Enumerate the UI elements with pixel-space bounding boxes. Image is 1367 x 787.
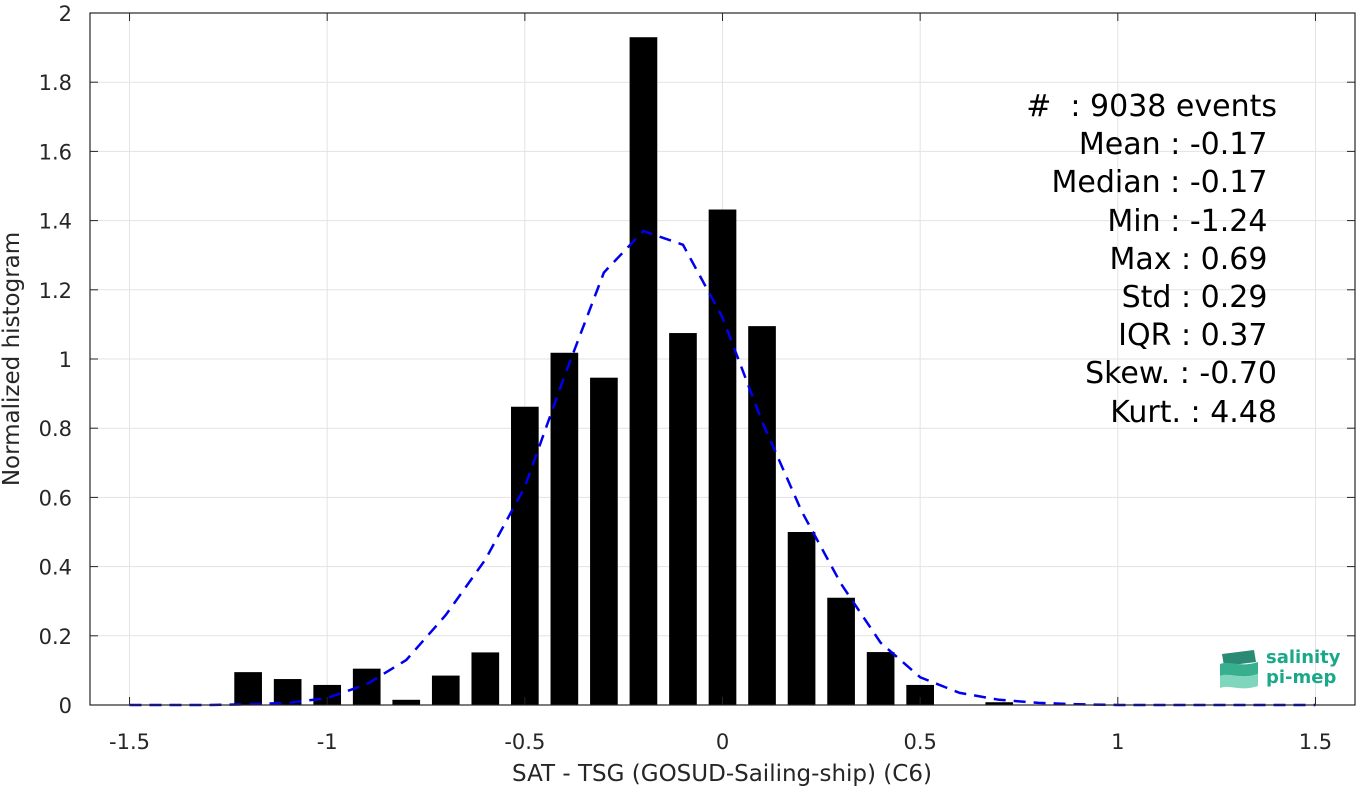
x-tick-label: 0 — [716, 730, 729, 754]
y-tick-label: 0.8 — [39, 417, 72, 441]
y-tick-label: 1.8 — [39, 71, 72, 95]
stat-median: Median : -0.17 — [1051, 165, 1277, 201]
y-tick-label: 1.2 — [39, 279, 72, 303]
stat-events: # : 9038 events — [1026, 89, 1277, 124]
stat-std: Std : 0.29 — [1121, 280, 1277, 316]
bars — [234, 37, 1014, 706]
x-tick-label: -1.5 — [109, 730, 150, 754]
stat-kurt: Kurt. : 4.48 — [1110, 394, 1277, 430]
axis-ticks: -1.5 -1 -0.5 0 0.5 1 1.5 0 0.2 0.4 0.6 0.8 1 1.2 1.4 1.… — [39, 2, 1355, 754]
y-tick-label: 1.4 — [39, 210, 72, 234]
stat-skew: Skew. : -0.70 — [1085, 356, 1277, 392]
stat-mean: Mean : -0.17 — [1078, 127, 1277, 163]
y-axis-label: Normalized histogram — [0, 232, 25, 486]
histogram-bar — [431, 675, 460, 705]
stat-max: Max : 0.69 — [1109, 241, 1277, 277]
histogram-bar — [392, 699, 421, 705]
histogram-bar — [827, 597, 855, 705]
logo-line-2: pi-mep — [1266, 667, 1337, 688]
y-tick-label: 0.4 — [39, 556, 72, 580]
y-tick-label: 1 — [59, 348, 72, 372]
y-tick-label: 0 — [59, 694, 72, 718]
logo-line-1: salinity — [1266, 647, 1341, 668]
statistics-panel: # : 9038 events Mean : -0.17 Median : -0… — [1026, 88, 1277, 432]
histogram-bar — [748, 326, 776, 705]
x-tick-label: 0.5 — [903, 730, 936, 754]
y-tick-label: 1.6 — [39, 140, 72, 164]
histogram-bar — [708, 209, 737, 705]
x-axis-label: SAT - TSG (GOSUD-Sailing-ship) (C6) — [512, 761, 932, 787]
x-tick-label: -1 — [317, 730, 338, 754]
histogram-bar — [590, 377, 618, 705]
histogram-bar — [550, 352, 579, 705]
y-tick-label: 0.6 — [39, 486, 72, 510]
histogram-bar — [866, 652, 895, 705]
salinity-pimep-logo: salinity pi-mep — [1218, 648, 1348, 694]
stat-min: Min : -1.24 — [1107, 203, 1277, 239]
histogram-bar — [985, 702, 1014, 705]
histogram-bar — [629, 37, 658, 706]
wave-icon — [1220, 650, 1258, 689]
x-tick-label: -0.5 — [504, 730, 545, 754]
histogram-bar — [471, 652, 500, 705]
histogram-bar — [669, 333, 697, 705]
histogram-bar — [787, 532, 816, 705]
histogram-bar — [906, 684, 934, 705]
x-tick-label: 1.5 — [1299, 730, 1332, 754]
histogram-bar — [234, 672, 262, 705]
y-tick-label: 0.2 — [39, 625, 72, 649]
stat-iqr: IQR : 0.37 — [1118, 318, 1277, 354]
y-tick-label: 2 — [59, 2, 72, 26]
histogram-bar — [511, 406, 539, 705]
x-tick-label: 1 — [1111, 730, 1124, 754]
